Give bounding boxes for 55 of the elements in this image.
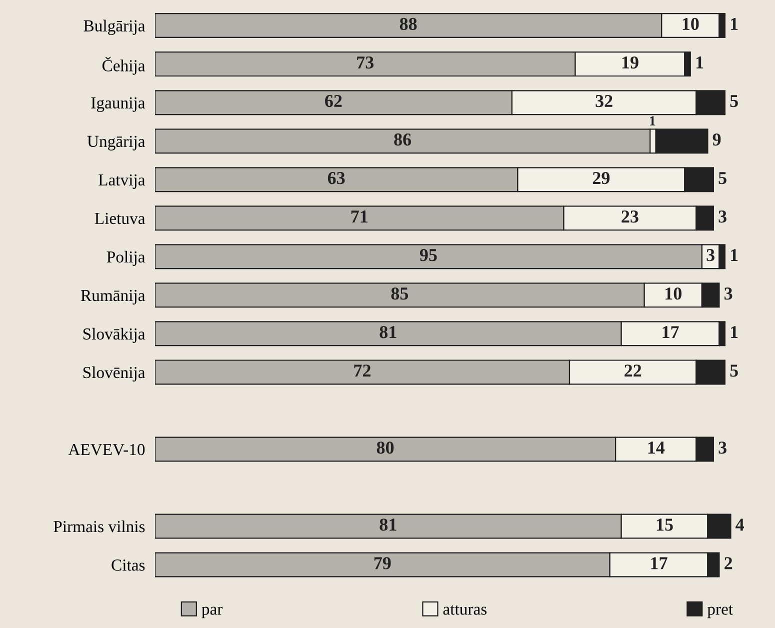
y-tick-label: Citas <box>112 560 145 571</box>
y-tick-label: Ungārija <box>87 136 146 150</box>
legend-label: pret <box>707 605 733 618</box>
data-label: 1 <box>731 18 738 30</box>
y-tick-label: AEVEV-10 <box>68 444 145 456</box>
data-label: 63 <box>328 172 345 184</box>
data-label: 19 <box>622 56 638 69</box>
data-label: 80 <box>376 442 394 454</box>
y-tick-label: Bulgārija <box>84 20 146 35</box>
data-label: 1 <box>696 56 704 68</box>
data-label: 15 <box>656 518 673 531</box>
data-label: 17 <box>651 557 668 570</box>
y-tick-label: Igaunija <box>91 97 146 112</box>
data-label: 3 <box>718 442 726 454</box>
legend-label: par <box>202 606 223 618</box>
y-tick-label: Rumānija <box>80 290 146 304</box>
data-label: 81 <box>380 518 396 531</box>
data-label: 88 <box>400 18 417 30</box>
data-label: 32 <box>596 94 612 108</box>
data-label: 17 <box>662 326 679 338</box>
data-label: 22 <box>624 364 642 377</box>
data-label: 14 <box>648 442 665 454</box>
data-label: 5 <box>730 95 738 108</box>
data-label: 73 <box>357 56 374 69</box>
data-label: 86 <box>394 133 412 146</box>
data-label: 81 <box>380 326 396 338</box>
y-tick-label: Polija <box>106 250 146 266</box>
data-label: 5 <box>718 172 726 184</box>
data-label: 10 <box>666 287 682 300</box>
data-label: 62 <box>325 94 342 108</box>
data-label: 10 <box>682 18 699 30</box>
data-label: 4 <box>736 518 744 531</box>
data-label: 9 <box>712 133 721 146</box>
data-label: 3 <box>724 288 732 300</box>
data-label: 2 <box>724 557 732 570</box>
data-label: 72 <box>354 364 371 377</box>
data-label: 71 <box>351 210 368 222</box>
data-label: 29 <box>592 172 610 184</box>
data-label: 1 <box>731 249 738 261</box>
data-label: 23 <box>622 210 638 223</box>
y-tick-label: Pirmais vilnis <box>54 520 145 532</box>
data-label: 79 <box>374 557 391 570</box>
y-tick-label: Slovākija <box>83 328 146 344</box>
y-tick-label: Slovēnija <box>83 366 146 382</box>
data-label: 95 <box>420 249 437 262</box>
data-label: 3 <box>718 210 726 223</box>
legend-label: atturas <box>443 605 487 615</box>
y-tick-label: Lietuva <box>94 212 146 224</box>
data-label: 85 <box>391 287 408 300</box>
data-label: 1 <box>650 116 656 126</box>
y-tick-label: Latvija <box>98 174 146 189</box>
data-label: 5 <box>730 364 738 377</box>
y-tick-label: Čehija <box>102 56 146 75</box>
data-label: 3 <box>706 249 714 262</box>
data-label: 1 <box>731 326 738 338</box>
